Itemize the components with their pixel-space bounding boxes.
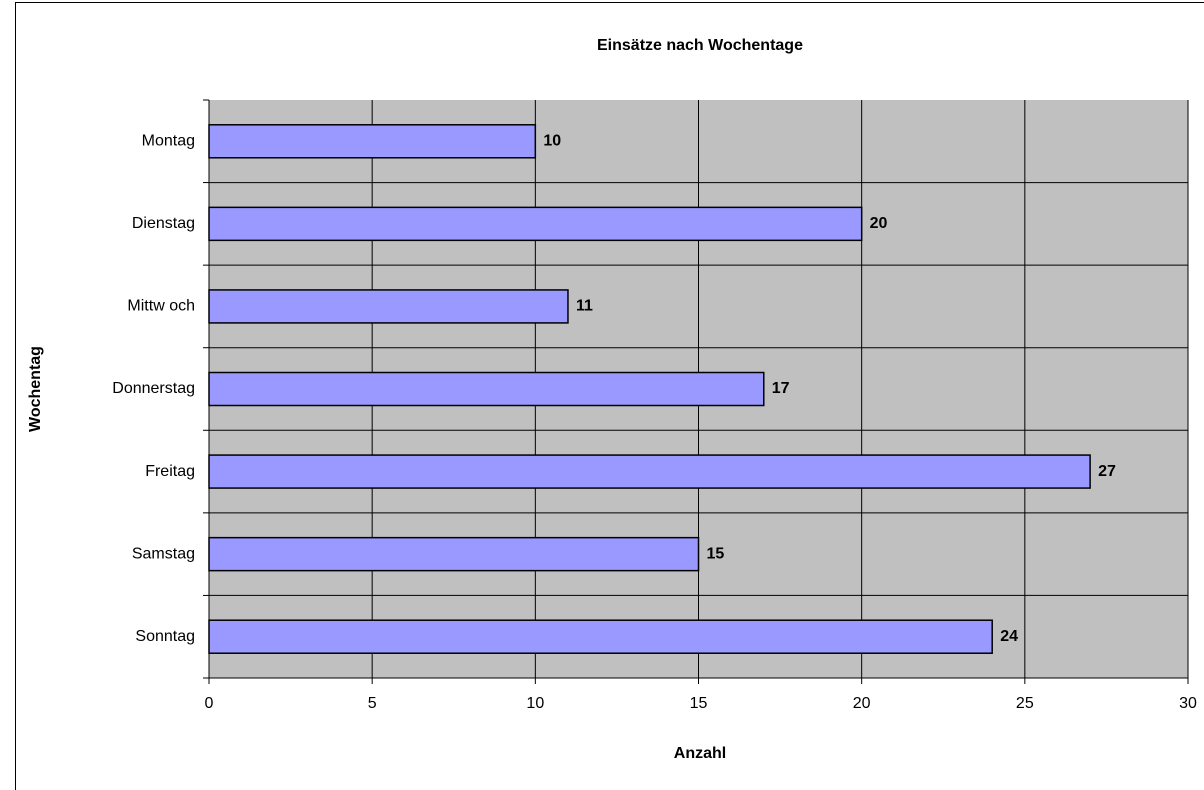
y-tick-label: Freitag <box>145 463 195 480</box>
y-axis-label: Wochentag <box>27 346 44 432</box>
bar <box>208 454 1091 489</box>
bar <box>208 371 765 407</box>
x-tick-label: 15 <box>690 695 708 712</box>
bar <box>208 536 700 572</box>
data-label: 17 <box>772 380 790 397</box>
y-tick-label: Sonntag <box>135 628 195 645</box>
bar <box>208 289 569 324</box>
x-axis-label: Anzahl <box>674 745 726 762</box>
y-tick-label: Dienstag <box>132 215 195 232</box>
x-tick-label: 30 <box>1179 695 1197 712</box>
data-label: 15 <box>707 545 725 562</box>
bar <box>208 124 537 159</box>
x-tick-label: 0 <box>205 695 214 712</box>
data-label: 27 <box>1098 463 1116 480</box>
bar <box>208 619 993 654</box>
y-tick-label: Samstag <box>132 545 195 562</box>
bar <box>208 206 863 242</box>
data-label: 20 <box>870 215 888 232</box>
x-tick-label: 20 <box>853 695 871 712</box>
y-tick-label: Mittw och <box>127 298 195 315</box>
data-label: 24 <box>1000 628 1018 645</box>
x-tick-label: 25 <box>1016 695 1034 712</box>
x-tick-label: 5 <box>368 695 377 712</box>
data-label: 10 <box>543 133 561 150</box>
x-tick-label: 10 <box>526 695 544 712</box>
y-tick-label: Montag <box>142 133 195 150</box>
y-tick-label: Donnerstag <box>112 380 195 397</box>
chart-title: Einsätze nach Wochentage <box>597 37 803 54</box>
data-label: 11 <box>576 298 593 315</box>
